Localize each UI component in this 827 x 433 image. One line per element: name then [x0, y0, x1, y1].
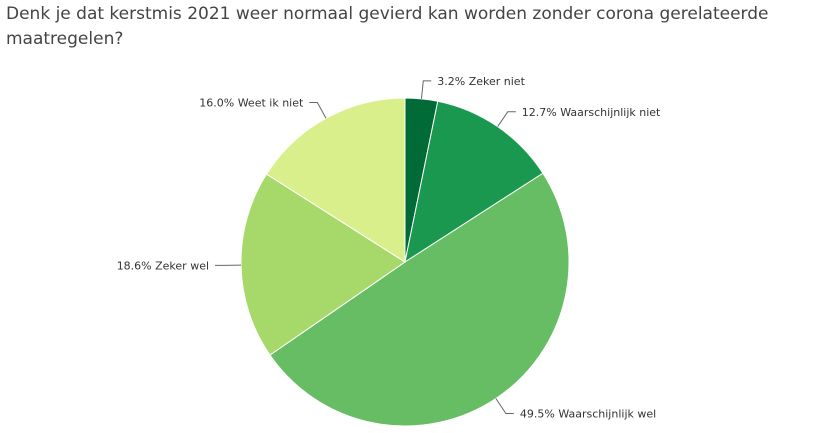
pie-slice-waarschijnlijk-niet — [404, 100, 544, 264]
leader-line-waarschijnlijk-niet — [497, 111, 516, 127]
pie-labels: 3.2% Zeker niet 12.7% Waarschijnlijk niet… — [117, 75, 661, 421]
slice-label-zeker-niet: 3.2% Zeker niet — [437, 75, 525, 88]
slice-label-zeker-wel: 18.6% Zeker wel — [117, 259, 209, 272]
leader-line-weet-ik-niet — [309, 102, 327, 119]
slice-label-waarschijnlijk-niet: 12.7% Waarschijnlijk niet — [522, 106, 661, 119]
slice-label-waarschijnlijk-wel: 49.5% Waarschijnlijk wel — [520, 407, 656, 420]
chart-title: Denk je dat kerstmis 2021 weer normaal g… — [6, 4, 769, 49]
leader-line-waarschijnlijk-wel — [495, 398, 514, 414]
pie-slice-waarschijnlijk-wel — [269, 172, 570, 427]
slice-label-weet-ik-niet: 16.0% Weet ik niet — [199, 97, 304, 110]
pie-slices — [240, 97, 570, 427]
leader-line-zeker-niet — [420, 80, 432, 99]
